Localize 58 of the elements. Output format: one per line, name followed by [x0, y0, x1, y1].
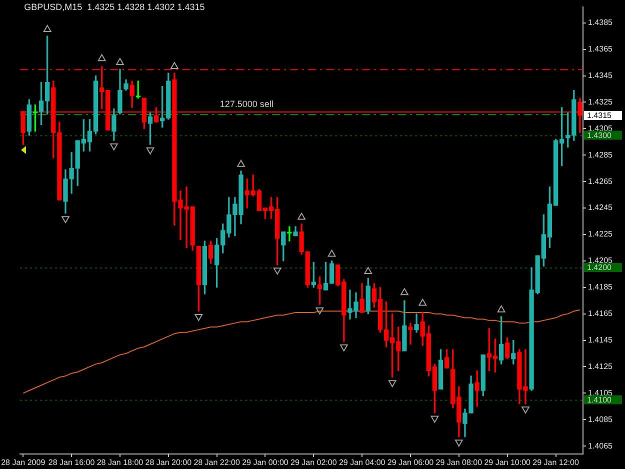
point: [62, 216, 70, 224]
point: [298, 212, 306, 220]
point: [237, 160, 245, 167]
point: [454, 440, 463, 447]
x-tick-label: 29 Jan 04:00: [338, 458, 386, 468]
ref-line-label: 1.4100: [587, 395, 612, 404]
x-tick-label: 28 Jan 20:00: [145, 458, 192, 468]
y-tick-label: 1.4165: [588, 309, 614, 318]
y-tick-label: 1.4325: [588, 97, 614, 106]
x-tick-label: 28 Jan 16:00: [48, 458, 96, 468]
y-tick-label: 1.4285: [588, 150, 614, 160]
point: [316, 307, 324, 314]
y-tick-label: 1.4105: [588, 388, 614, 398]
candlestick: [287, 226, 292, 242]
text: 1.4315: [587, 111, 612, 120]
y-tick-label: 1.4345: [588, 70, 614, 80]
point: [170, 62, 178, 70]
point: [430, 416, 439, 423]
y-tick-label: 1.4305: [588, 124, 614, 133]
ref-line-label: 1.4300: [587, 130, 612, 140]
y-tick-label: 1.4205: [588, 256, 614, 266]
x-tick-label: 29 Jan 08:00: [436, 458, 483, 468]
chart-title: GBPUSD,M15 1.4325 1.4328 1.4302 1.4315: [24, 2, 205, 12]
point: [328, 250, 336, 257]
x-tick-label: 29 Jan 12:00: [532, 458, 580, 468]
y-tick-label: 1.4385: [588, 18, 614, 28]
point: [273, 268, 282, 275]
ref-line-label: 1.4200: [587, 263, 612, 272]
point: [340, 344, 348, 352]
point: [194, 314, 203, 321]
x-tick-label: 28 Jan 2009: [1, 458, 46, 468]
point: [388, 380, 396, 388]
y-tick-label: 1.4365: [588, 44, 614, 54]
x-tick-label: 29 Jan 10:00: [484, 458, 532, 468]
point: [522, 406, 530, 414]
x-tick-label: 29 Jan 02:00: [290, 458, 338, 468]
point: [400, 288, 408, 296]
point: [146, 147, 154, 154]
point: [98, 54, 106, 62]
candlestick: [408, 322, 413, 345]
y-tick-label: 1.4125: [588, 362, 614, 371]
point: [116, 58, 124, 66]
y-tick-label: 1.4225: [588, 230, 614, 239]
x-tick-label: 29 Jan 06:00: [387, 458, 434, 468]
candlestick: [474, 370, 480, 407]
y-tick-label: 1.4085: [588, 414, 614, 424]
x-tick-label: 28 Jan 22:00: [194, 458, 240, 468]
y-tick-label: 1.4245: [588, 203, 614, 212]
y-tick-label: 1.4185: [588, 282, 614, 292]
point: [110, 143, 118, 150]
y-tick-label: 1.4065: [588, 441, 614, 450]
y-tick-label: 1.4265: [588, 176, 614, 186]
x-tick-label: 28 Jan 18:00: [96, 458, 144, 468]
point: [43, 24, 52, 32]
y-tick-label: 1.4145: [588, 335, 614, 344]
point: [418, 298, 427, 306]
x-tick-label: 29 Jan 00:00: [242, 458, 289, 468]
annotation: 127.5000 sell: [220, 98, 274, 109]
